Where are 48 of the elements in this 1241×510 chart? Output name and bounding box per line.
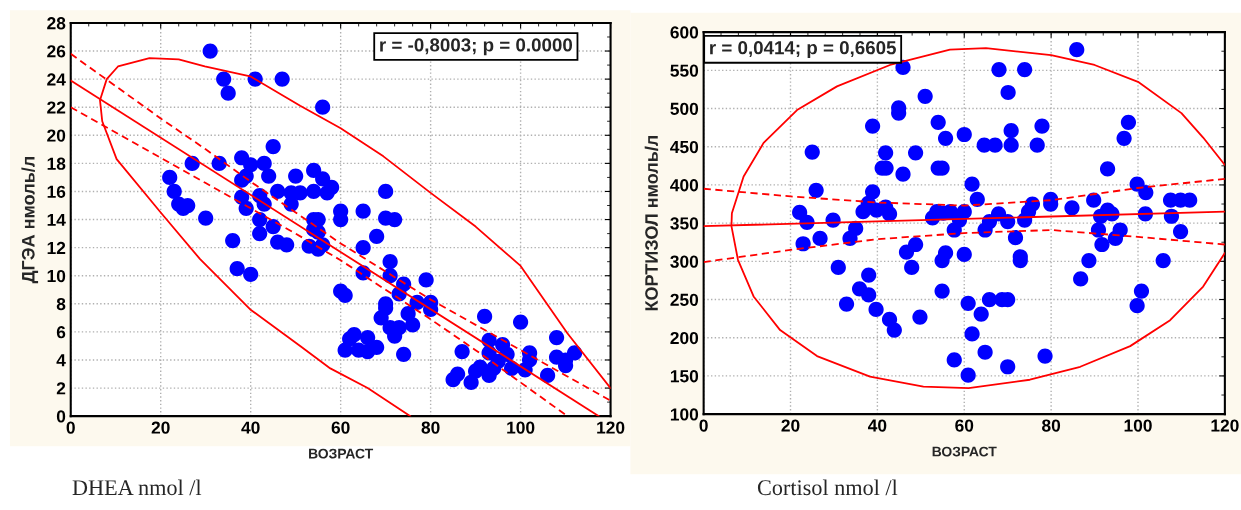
- y-tick-label: 0: [56, 410, 66, 423]
- y-tick-label: 10: [47, 269, 66, 283]
- x-tick-label: 40: [868, 419, 887, 432]
- y-tick-label: 600: [670, 26, 699, 39]
- y-tick-label: 18: [47, 157, 66, 170]
- x-tick-label: 80: [1042, 419, 1061, 432]
- y-tick-label: 450: [670, 140, 699, 154]
- y-tick-label: 400: [670, 179, 699, 192]
- y-tick-label: 500: [670, 102, 699, 115]
- y-tick-label: 20: [47, 129, 66, 142]
- x-tick-label: 120: [1211, 419, 1239, 432]
- x-axis-title: ВОЗРАСТ: [309, 448, 374, 459]
- y-tick-label: 550: [670, 64, 699, 77]
- annotation: r = 0,0414; p = 0,6605: [710, 41, 896, 59]
- x-tick-label: 120: [597, 421, 625, 434]
- x-tick-label: 20: [781, 419, 800, 432]
- x-axis-title: ВОЗРАСТ: [932, 446, 997, 457]
- y-tick-label: 350: [670, 217, 699, 230]
- y-tick-label: 26: [47, 45, 66, 58]
- x-tick-label: 80: [421, 421, 440, 434]
- y-axis-title: КОРТИЗОЛ нмоль/л: [644, 135, 659, 311]
- text: Cortisol nmol /l: [757, 479, 898, 496]
- y-tick-label: 28: [47, 17, 66, 30]
- y-tick-label: 22: [47, 101, 66, 114]
- y-tick-label: 12: [47, 241, 66, 254]
- y-tick-label: 200: [670, 331, 699, 345]
- y-tick-label: 6: [56, 326, 66, 339]
- annotation: r = -0,8003; p = 0.0000: [380, 38, 573, 56]
- x-tick-label: 0: [699, 419, 708, 432]
- x-tick-label: 20: [151, 421, 170, 434]
- x-tick-label: 60: [955, 419, 974, 432]
- y-tick-label: 100: [670, 408, 699, 421]
- x-tick-label: 100: [1124, 419, 1152, 432]
- y-tick-label: 4: [56, 354, 66, 367]
- y-tick-label: 16: [47, 185, 66, 198]
- y-tick-label: 150: [670, 370, 699, 383]
- x-tick-label: 0: [66, 421, 75, 434]
- y-tick-label: 300: [670, 255, 699, 268]
- y-tick-label: 8: [56, 297, 66, 311]
- x-tick-label: 40: [241, 421, 260, 434]
- y-axis-title: ДГЭА нмоль/л: [21, 156, 39, 284]
- text: DHEA nmol /l: [72, 479, 202, 496]
- x-tick-label: 100: [507, 421, 535, 434]
- y-tick-label: 250: [670, 293, 699, 306]
- y-tick-label: 2: [56, 382, 66, 395]
- y-tick-label: 14: [47, 213, 66, 226]
- x-tick-label: 60: [331, 421, 350, 434]
- y-tick-label: 24: [47, 73, 66, 86]
